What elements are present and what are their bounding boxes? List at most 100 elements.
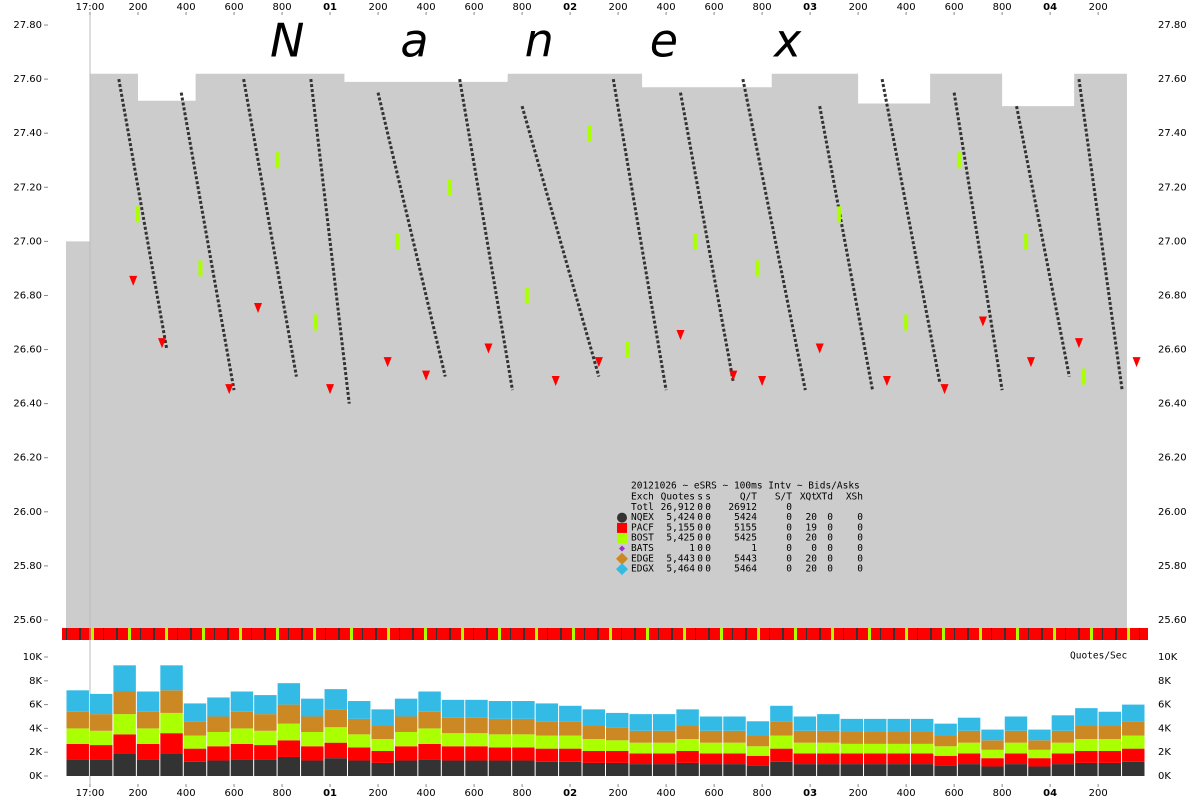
volume-bar [535,721,559,736]
volume-bar [1051,753,1075,765]
volume-bar [864,764,887,776]
volume-bar [136,711,160,729]
x-tick-label: 200 [849,2,868,13]
volume-bar [512,747,535,761]
stats-cell: 0 [697,533,703,544]
quote-marker [313,314,318,331]
volume-bar [1098,726,1122,740]
x-tick-label: 200 [609,2,628,13]
volume-bar [183,761,207,776]
volume-bar [1075,751,1098,763]
volume-bar [864,753,887,765]
stats-cell: 5,425 [666,533,695,544]
volume-bar [488,747,512,761]
quote-marker [395,233,400,250]
volume-bar [864,731,887,744]
volume-bar [910,764,934,776]
x-tick-label: 17:00 [76,788,105,799]
quote-marker [158,338,167,349]
volume-bar [629,742,652,754]
volume-bar [1122,748,1145,762]
exchange-marker [617,522,627,533]
volume-bar [864,743,887,754]
stats-cell: 0 [705,502,711,513]
y-tick-label: 27.80 [13,20,42,31]
y-tick-label: 8K [1158,676,1171,687]
y-tick-label: 27.20 [1158,182,1187,193]
x-tick-label: 600 [224,2,243,13]
x-tick-label: 600 [224,788,243,799]
volume-bar [136,759,160,776]
volume-bar [136,728,160,744]
exchange-marker [616,552,628,565]
stats-cell: 0 [786,502,792,513]
stats-cell: 0 [786,553,792,564]
volume-bar [746,721,770,736]
x-tick-label: 600 [465,788,484,799]
volume-bar [183,748,207,762]
volume-bar [559,721,582,736]
quote-marker [1074,338,1083,349]
quote-marker [692,233,697,250]
x-tick-label: 600 [465,2,484,13]
volume-bar [254,714,277,731]
stats-cell: 0 [705,512,711,523]
stats-cell: 0 [697,564,703,575]
volume-bar [254,745,277,760]
volume-bar [1028,749,1051,759]
stats-header: S/T [775,492,792,503]
volume-bar [652,730,676,743]
volume-bar [535,748,559,762]
volume-bar [817,742,840,754]
volume-bar [394,698,418,717]
volume-bar [441,733,465,747]
volume-bar [465,733,488,747]
volume-bar [840,764,864,776]
stats-cell: 0 [827,564,833,575]
stats-cell: 0 [697,553,703,564]
y-tick-label: 26.40 [1158,399,1187,410]
stats-cell: 1 [751,543,757,554]
volume-bar [277,723,301,741]
quote-marker [383,357,392,368]
x-tick-label: 400 [657,2,676,13]
volume-bar [840,731,864,744]
quote-marker [836,206,841,223]
volume-bar [887,743,910,754]
volume-bar [441,699,465,718]
volume-bar [746,765,770,776]
y-tick-label: 27.20 [13,182,42,193]
y-tick-label: 0K [29,771,42,782]
quote-marker [676,330,685,341]
volume-label: Quotes/Sec [1070,651,1127,662]
quote-marker [758,375,767,386]
x-tick-label: 01 [323,788,337,799]
volume-bar [324,727,347,743]
volume-bar [840,718,864,732]
y-tick-label: 10K [23,652,43,663]
volume-bar [136,691,160,712]
volume-bar [629,764,652,776]
x-tick-label: 800 [993,2,1012,13]
stats-header: Quotes [661,492,695,503]
y-tick-label: 27.40 [13,128,42,139]
quote-marker [1026,357,1035,368]
y-tick-label: 26.20 [13,453,42,464]
exchange-marker [617,533,627,544]
volume-bar [230,711,254,729]
stats-cell: 0 [827,553,833,564]
stats-cell: 0 [857,533,863,544]
x-tick-label: 400 [897,788,916,799]
volume-bar [981,766,1004,776]
volume-bar [1004,764,1028,776]
volume-bar [1051,730,1075,743]
stats-cell: 0 [857,543,863,554]
volume-bar [113,714,136,735]
volume-bar [770,761,793,776]
y-tick-label: 26.60 [1158,345,1187,356]
stats-cell: 0 [786,522,792,533]
volume-bar [183,735,207,749]
volume-bar [1051,742,1075,754]
volume-bar [535,703,559,722]
